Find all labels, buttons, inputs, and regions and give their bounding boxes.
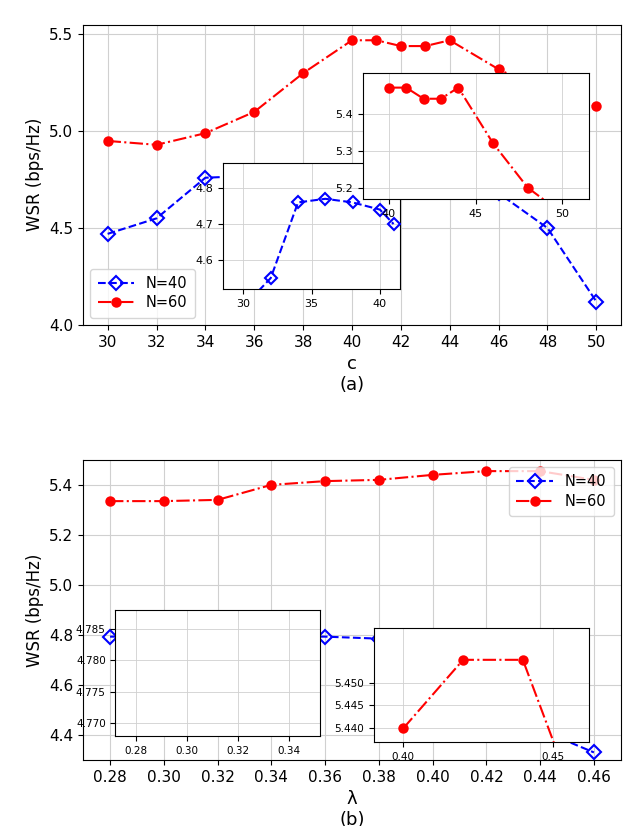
N=40 [495,188,502,198]
Y-axis label: WSR (bps/Hz): WSR (bps/Hz) [26,118,44,231]
N=60 [446,36,454,45]
Line: N=60: N=60 [106,467,598,506]
N=40 [543,223,551,233]
X-axis label: c: c [347,355,357,373]
N=60 [106,496,114,506]
N=60 [483,466,490,476]
N=60 [160,496,168,506]
N=60 [348,36,356,45]
N=40 [429,689,436,699]
N=40 [300,173,307,183]
N=60 [321,476,329,486]
N=40 [153,213,161,223]
Text: (b): (b) [339,811,365,826]
N=40 [104,229,111,239]
N=40 [422,174,429,184]
N=40 [483,724,490,733]
N=60 [202,128,209,138]
N=40 [375,634,383,643]
N=40 [214,630,221,640]
N=40 [106,632,114,642]
N=40 [446,174,454,184]
N=40 [593,297,600,306]
N=60 [422,41,429,51]
N=40 [590,748,598,757]
N=60 [536,466,544,476]
N=60 [593,101,600,111]
X-axis label: λ: λ [347,790,357,808]
Line: N=40: N=40 [105,630,599,757]
N=60 [372,36,380,45]
N=60 [429,470,436,480]
N=40 [250,171,258,181]
N=40 [397,174,404,184]
N=40 [321,632,329,642]
N=40 [268,632,275,642]
N=40 [348,177,356,187]
N=60 [104,136,111,146]
N=60 [375,475,383,485]
N=60 [214,495,221,505]
N=60 [250,107,258,116]
Line: N=40: N=40 [103,171,601,306]
N=60 [300,69,307,78]
N=40 [160,632,168,642]
N=60 [590,475,598,485]
N=60 [153,140,161,150]
N=60 [543,88,551,97]
Line: N=60: N=60 [104,36,600,149]
N=60 [268,480,275,490]
N=60 [495,64,502,74]
N=40 [372,184,380,194]
N=40 [536,725,544,735]
Legend: N=40, N=60: N=40, N=60 [90,268,195,317]
N=40 [202,173,209,183]
Y-axis label: WSR (bps/Hz): WSR (bps/Hz) [26,553,44,667]
Text: (a): (a) [339,376,365,394]
Legend: N=40, N=60: N=40, N=60 [509,468,614,516]
N=60 [397,41,404,51]
